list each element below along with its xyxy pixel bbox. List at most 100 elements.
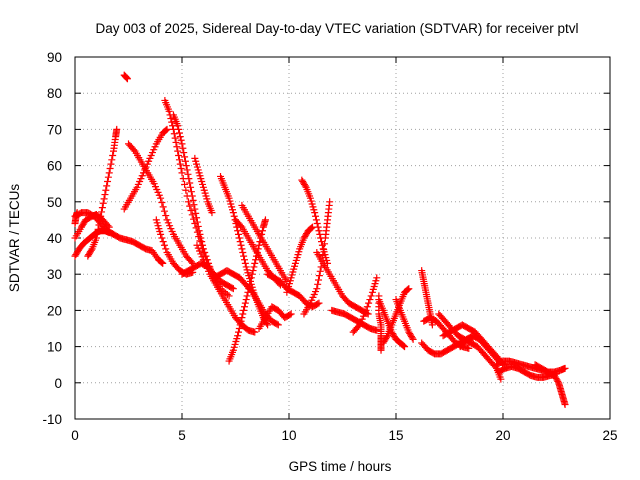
data-point [286, 311, 294, 319]
data-point [405, 285, 413, 293]
series-arc19 [238, 201, 291, 285]
data-point [401, 343, 409, 351]
data-point [177, 164, 185, 172]
data-point [263, 319, 271, 327]
y-tick-label: 30 [47, 267, 62, 282]
data-point [241, 299, 249, 307]
data-point [174, 147, 182, 155]
data-point [87, 246, 95, 254]
data-point [246, 277, 254, 285]
data-point [195, 227, 203, 235]
data-point [312, 212, 320, 220]
data-point [237, 241, 245, 249]
data-point [264, 321, 272, 329]
data-point [243, 292, 251, 300]
data-point [159, 259, 167, 267]
data-point [228, 284, 236, 292]
data-point [316, 267, 324, 275]
data-point [246, 281, 254, 289]
data-point [157, 230, 165, 238]
data-point [187, 183, 195, 191]
data-point [234, 230, 242, 238]
data-point [98, 204, 106, 212]
data-point [172, 138, 180, 146]
data-point [171, 134, 179, 142]
data-point [255, 241, 263, 249]
series-arc10 [161, 96, 233, 300]
data-point [157, 258, 165, 266]
data-point [184, 198, 192, 206]
data-point [189, 196, 197, 204]
x-tick-label: 15 [388, 428, 403, 443]
data-point [94, 225, 102, 233]
data-point [234, 227, 242, 235]
data-point [250, 263, 258, 271]
y-tick-label: 40 [47, 231, 62, 246]
series-arc41 [71, 209, 81, 228]
data-point [187, 258, 195, 266]
data-point [245, 285, 253, 293]
data-point [497, 375, 505, 383]
data-point [239, 310, 247, 318]
series-arc16 [217, 172, 272, 329]
y-tick-label: 80 [47, 86, 62, 101]
data-point [404, 285, 412, 293]
data-point [313, 220, 321, 228]
data-point [258, 227, 266, 235]
data-point [182, 186, 190, 194]
data-point [123, 75, 131, 83]
x-axis-ticks: 0 5 10 15 20 25 [71, 57, 618, 443]
series-arc08 [120, 125, 171, 213]
data-point [373, 274, 381, 282]
data-point [313, 285, 321, 293]
series-arc14 [193, 241, 259, 336]
data-point [367, 292, 375, 300]
data-point [113, 125, 121, 133]
data-point [312, 216, 320, 224]
series-arc17 [225, 216, 269, 365]
data-point [182, 162, 190, 170]
data-point [287, 310, 295, 318]
data-point [122, 73, 130, 81]
data-point [98, 208, 106, 216]
data-point [198, 238, 206, 246]
data-point [173, 143, 181, 151]
data-point [225, 292, 233, 300]
series-arc07 [125, 140, 197, 267]
data-point [408, 334, 416, 342]
series-arc23 [298, 176, 332, 267]
data-point [191, 205, 199, 213]
data-point [237, 222, 245, 230]
x-tick-label: 0 [71, 428, 79, 443]
data-point [102, 186, 110, 194]
data-point [208, 209, 216, 217]
data-point [96, 217, 104, 225]
data-point [190, 215, 198, 223]
y-tick-label: 20 [47, 303, 62, 318]
data-point [315, 299, 323, 307]
data-point [399, 341, 407, 349]
data-point [177, 136, 185, 144]
data-point [181, 180, 189, 188]
data-point [175, 156, 183, 164]
y-tick-label: 10 [47, 340, 62, 355]
data-point [186, 202, 194, 210]
y-tick-label: 0 [54, 376, 62, 391]
data-point [170, 130, 178, 138]
y-tick-label: -10 [42, 412, 62, 427]
data-point [311, 209, 319, 217]
series-arc24 [300, 198, 334, 318]
series-arc06 [120, 71, 131, 83]
data-point [160, 241, 168, 249]
data-point [314, 280, 322, 288]
data-point [247, 274, 255, 282]
data-point [99, 199, 107, 207]
data-point [561, 364, 569, 372]
series-arc31 [392, 296, 417, 343]
data-point [314, 300, 322, 308]
data-point [95, 221, 103, 229]
data-point [365, 299, 373, 307]
data-point [176, 160, 184, 168]
data-point [319, 251, 327, 259]
